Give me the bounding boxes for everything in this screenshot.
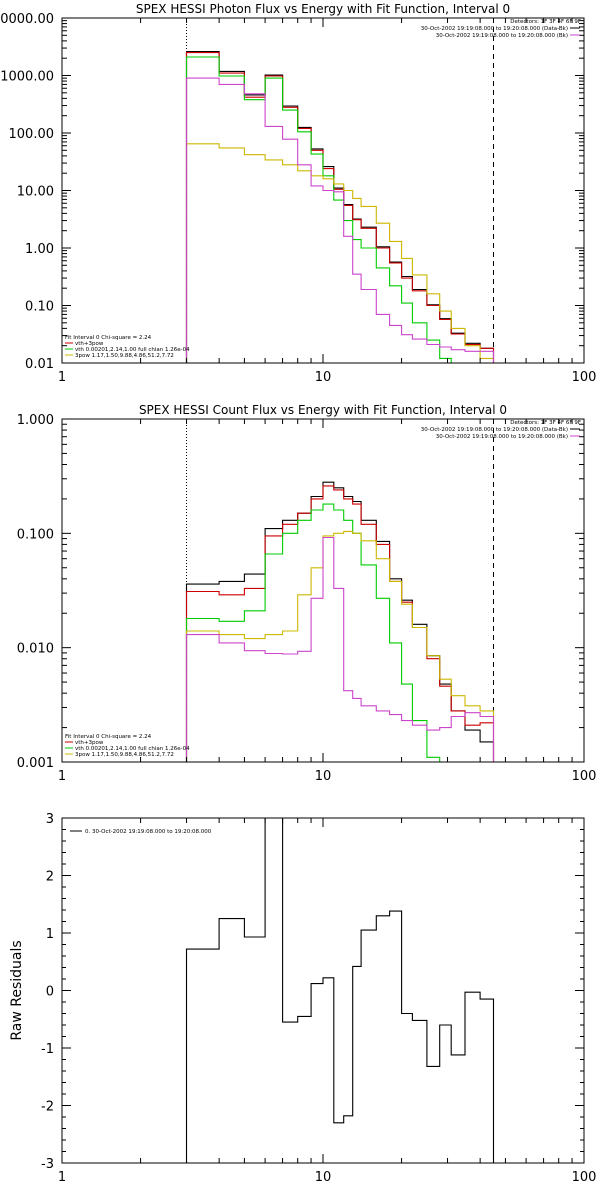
- y-tick-label-2-4: 1: [46, 927, 54, 942]
- y-tick-label-2-1: -2: [41, 1100, 54, 1115]
- x-tick-label-2-0: 1: [58, 1170, 66, 1185]
- series-line-1-0: [185, 481, 506, 762]
- series-line-1-2: [185, 503, 506, 762]
- series-line-0-3: [185, 143, 495, 363]
- x-tick-label-0-2: 100: [572, 370, 597, 385]
- y-tick-label-1-0: 0.001: [17, 756, 54, 771]
- x-tick-label-2-1: 10: [315, 1170, 332, 1185]
- series-line-1-1: [185, 485, 506, 762]
- series-line-1-4: [185, 536, 495, 762]
- series-line-2-0: [185, 818, 495, 1163]
- y-axis-label-2: Raw Residuals: [9, 940, 25, 1040]
- y-tick-label-2-0: -3: [41, 1157, 54, 1172]
- legend-entry-1-1: 30-Oct-2002 19:19:08.000 to 19:20:08.000…: [421, 427, 568, 433]
- series-line-0-2: [185, 56, 494, 363]
- x-tick-label-0-1: 10: [315, 370, 332, 385]
- chart-title-1: SPEX HESSI Count Flux vs Energy with Fit…: [139, 403, 507, 417]
- series-line-1-3: [185, 530, 506, 762]
- y-tick-label-0-1: 0.10: [25, 300, 54, 315]
- y-tick-label-2-6: 3: [46, 812, 54, 827]
- y-tick-label-2-5: 2: [46, 870, 54, 885]
- y-tick-label-0-2: 1.00: [25, 242, 54, 257]
- chart-title-0: SPEX HESSI Photon Flux vs Energy with Fi…: [136, 2, 510, 16]
- y-tick-label-2-2: -1: [41, 1042, 54, 1057]
- x-tick-label-1-0: 1: [58, 769, 66, 784]
- series-line-0-1: [185, 52, 495, 363]
- legend-entry-1-2: 30-Oct-2002 19:19:08.000 to 19:20:08.000…: [436, 434, 568, 440]
- y-tick-label-1-2: 0.100: [17, 527, 54, 542]
- x-tick-label-2-2: 100: [572, 1170, 597, 1185]
- legend-entry-0-0: Detectors: 1F 3F 4F 6F 9F: [510, 19, 581, 25]
- legend-entry-bl-1-1: vth+3pow: [75, 740, 104, 746]
- legend-entry-bl-0-1: vth+3pow: [75, 341, 104, 347]
- y-tick-label-2-3: 0: [46, 985, 54, 1000]
- series-line-0-4: [185, 77, 495, 363]
- legend-entry-tl-2-0: 0. 30-Oct-2002 19:19:08.000 to 19:20:08.…: [85, 829, 212, 835]
- y-tick-label-0-6: 10000.00: [0, 12, 54, 27]
- legend-entry-bl-0-0: Fit Interval 0 Chi-square = 2.24: [65, 335, 152, 341]
- legend-entry-bl-1-3: 3pow 1.17,1.50,9.88,4.86,51.2,7.72: [75, 752, 174, 758]
- y-tick-label-0-4: 100.00: [9, 127, 55, 142]
- y-tick-label-0-0: 0.01: [25, 357, 54, 372]
- y-tick-label-1-1: 0.010: [17, 642, 54, 657]
- legend-entry-bl-0-3: 3pow 1.17,1.50,9.88,4.86,51.2,7.72: [75, 353, 174, 359]
- plot-frame-2: [61, 817, 585, 1164]
- legend-entry-1-0: Detectors: 1F 3F 4F 6F 9F: [510, 420, 581, 426]
- legend-entry-0-1: 30-Oct-2002 19:19:08.000 to 19:20:08.000…: [421, 26, 568, 32]
- series-line-0-0: [185, 51, 495, 363]
- x-tick-label-1-2: 100: [572, 769, 597, 784]
- legend-entry-bl-1-2: vth 0.00201,2.14,1.00 full chian 1.26e-0…: [75, 746, 190, 752]
- legend-entry-bl-0-2: vth 0.00201,2.14,1.00 full chian 1.26e-0…: [75, 347, 190, 353]
- y-tick-label-1-3: 1.000: [17, 413, 54, 428]
- y-tick-label-0-3: 10.00: [17, 185, 54, 200]
- x-tick-label-1-1: 10: [315, 769, 332, 784]
- legend-entry-bl-1-0: Fit Interval 0 Chi-square = 2.24: [65, 734, 152, 740]
- legend-entry-0-2: 30-Oct-2002 19:19:08.000 to 19:20:08.000…: [436, 33, 568, 39]
- x-tick-label-0-0: 1: [58, 370, 66, 385]
- y-tick-label-0-5: 1000.00: [0, 70, 54, 85]
